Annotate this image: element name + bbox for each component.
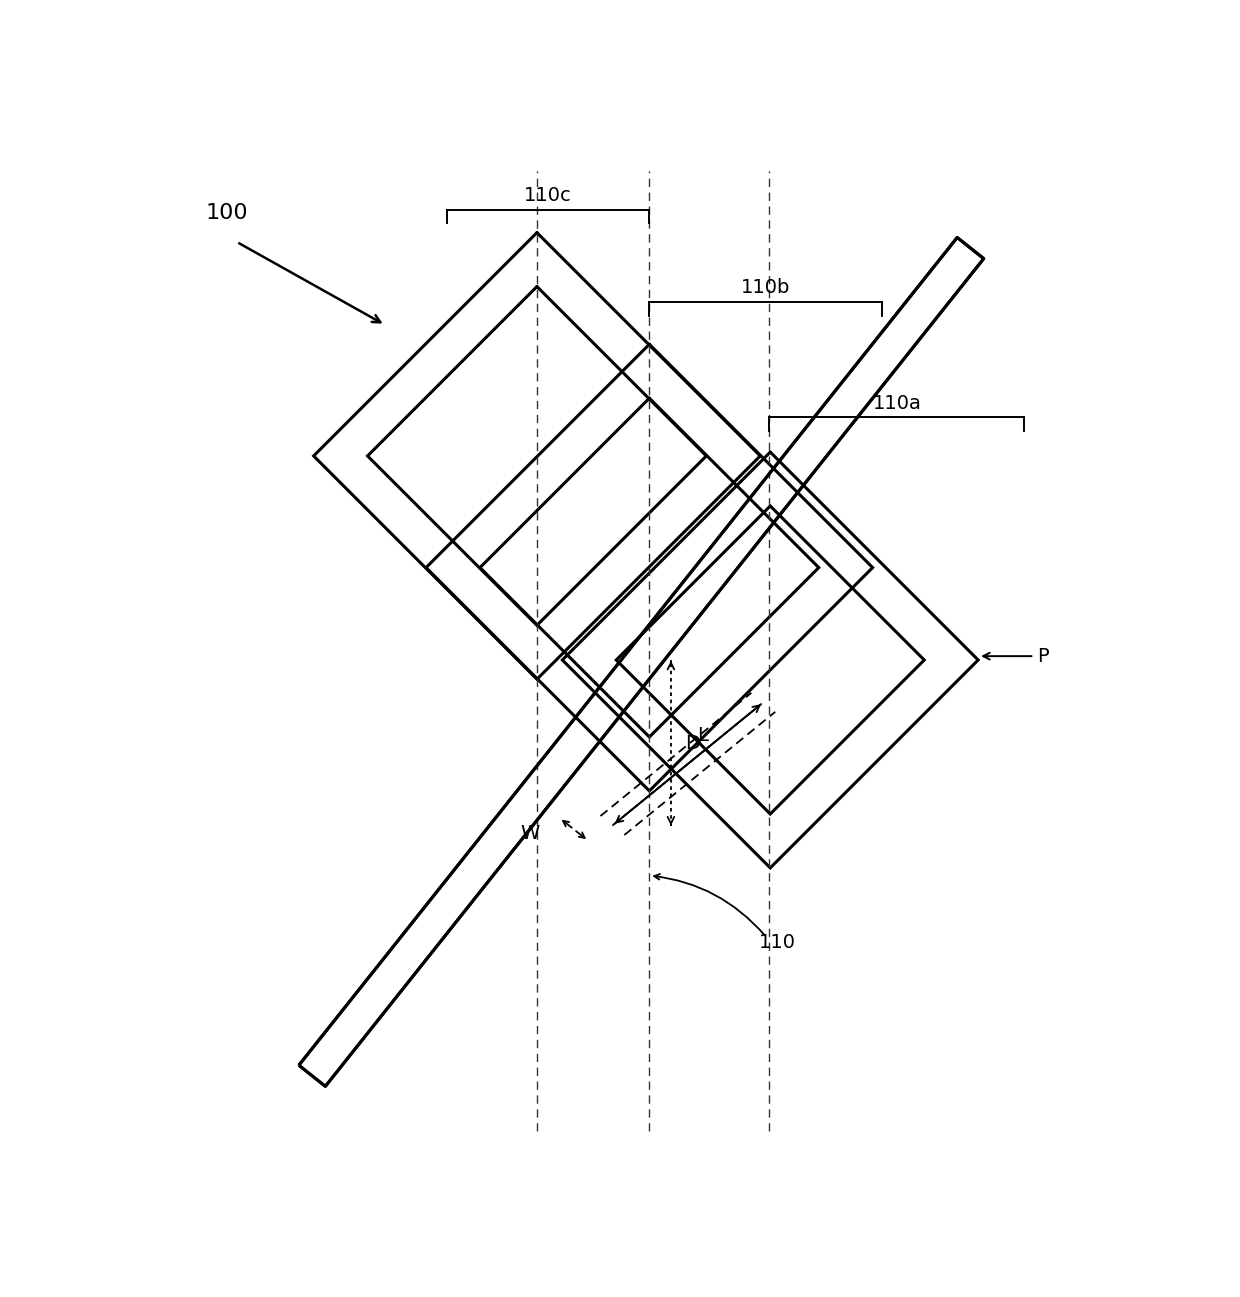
Text: 100: 100 — [206, 204, 248, 223]
Text: 110: 110 — [759, 934, 796, 952]
Text: P: P — [1038, 647, 1049, 665]
Text: 110a: 110a — [873, 394, 921, 412]
Text: W: W — [520, 824, 539, 843]
Text: 110c: 110c — [525, 185, 572, 205]
Text: 110b: 110b — [742, 279, 790, 297]
Text: L: L — [697, 726, 708, 744]
Text: D: D — [684, 734, 699, 752]
